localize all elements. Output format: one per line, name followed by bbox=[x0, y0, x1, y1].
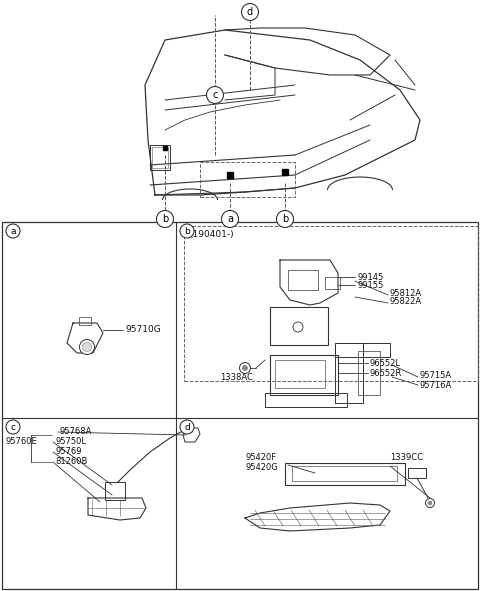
Circle shape bbox=[80, 339, 95, 355]
Text: 95716A: 95716A bbox=[420, 381, 452, 389]
Text: b: b bbox=[282, 214, 288, 224]
Bar bbox=[184, 226, 478, 381]
Bar bbox=[335, 343, 390, 357]
Circle shape bbox=[293, 322, 303, 332]
Text: 95715A: 95715A bbox=[420, 371, 452, 379]
Bar bbox=[270, 307, 328, 345]
Bar bbox=[150, 145, 170, 170]
Bar bbox=[200, 162, 295, 197]
Circle shape bbox=[6, 224, 20, 238]
Circle shape bbox=[221, 210, 239, 228]
Circle shape bbox=[241, 4, 259, 21]
Text: 1339CC: 1339CC bbox=[390, 453, 423, 463]
Text: 96552R: 96552R bbox=[370, 369, 402, 378]
Text: c: c bbox=[212, 90, 218, 100]
Text: b: b bbox=[184, 226, 190, 235]
Text: 99145: 99145 bbox=[357, 272, 383, 281]
Text: 99155: 99155 bbox=[357, 281, 383, 290]
Bar bbox=[105, 482, 125, 500]
Bar bbox=[152, 147, 168, 168]
Bar bbox=[292, 466, 397, 481]
Text: b: b bbox=[162, 214, 168, 224]
Bar bbox=[408, 468, 426, 478]
Circle shape bbox=[276, 210, 293, 228]
Text: a: a bbox=[227, 214, 233, 224]
Circle shape bbox=[240, 362, 251, 374]
Circle shape bbox=[428, 501, 432, 505]
Text: 95750L: 95750L bbox=[55, 437, 86, 446]
Bar bbox=[285, 463, 405, 485]
Bar bbox=[2, 222, 478, 589]
Bar bbox=[325, 277, 340, 289]
Circle shape bbox=[206, 86, 224, 103]
Text: 95760E: 95760E bbox=[5, 437, 37, 446]
Text: 95420G: 95420G bbox=[245, 463, 278, 472]
Circle shape bbox=[180, 420, 194, 434]
Circle shape bbox=[425, 498, 434, 508]
Circle shape bbox=[156, 210, 173, 228]
Bar bbox=[288, 270, 318, 290]
Bar bbox=[79, 317, 91, 325]
Bar bbox=[275, 360, 325, 388]
Text: a: a bbox=[10, 226, 16, 235]
Text: 95420F: 95420F bbox=[245, 453, 276, 463]
Text: 95812A: 95812A bbox=[390, 288, 422, 297]
Text: 95710G: 95710G bbox=[125, 326, 161, 335]
Text: 95769: 95769 bbox=[55, 447, 82, 456]
Text: (190401-): (190401-) bbox=[189, 230, 234, 239]
Text: 1338AC: 1338AC bbox=[220, 374, 253, 382]
Text: 95768A: 95768A bbox=[60, 427, 92, 437]
Circle shape bbox=[180, 224, 194, 238]
Bar bbox=[358, 351, 380, 395]
Circle shape bbox=[242, 365, 248, 371]
Text: d: d bbox=[184, 423, 190, 431]
Bar bbox=[335, 343, 363, 403]
Bar bbox=[265, 393, 347, 407]
Text: 95822A: 95822A bbox=[390, 297, 422, 306]
Text: 81260B: 81260B bbox=[55, 457, 87, 466]
Bar bbox=[270, 355, 338, 395]
Circle shape bbox=[6, 420, 20, 434]
Text: c: c bbox=[11, 423, 15, 431]
Text: 96552L: 96552L bbox=[370, 359, 401, 368]
Circle shape bbox=[83, 343, 92, 352]
Text: d: d bbox=[247, 7, 253, 17]
